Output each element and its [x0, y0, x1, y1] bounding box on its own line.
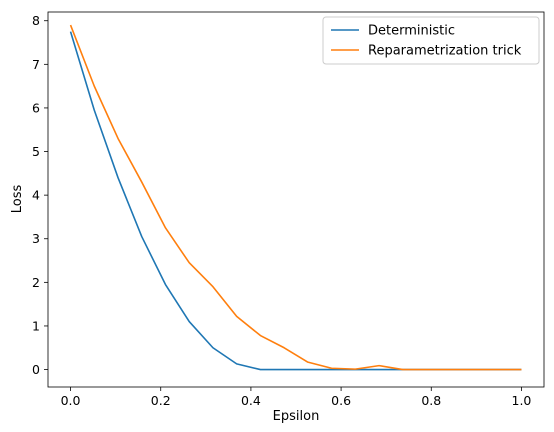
x-tick-label: 1.0	[512, 393, 532, 408]
y-tick-label: 8	[32, 13, 40, 28]
series-lines	[69, 24, 522, 371]
y-tick-label: 2	[32, 275, 40, 290]
y-tick-label: 4	[32, 188, 40, 203]
x-tick-label: 0.6	[331, 393, 351, 408]
plot-area	[47, 11, 545, 388]
legend-label-1: Reparametrization trick	[368, 44, 522, 59]
y-tick-label: 6	[32, 100, 40, 115]
legend-box	[322, 16, 540, 65]
y-tick-label: 5	[32, 144, 40, 159]
y-tick-label: 3	[32, 231, 40, 246]
x-tick-label: 0.2	[151, 393, 171, 408]
y-tick-label: 7	[32, 57, 40, 72]
x-tick-label: 0.0	[61, 393, 81, 408]
x-tick-label: 0.4	[241, 393, 261, 408]
y-tick-label: 1	[32, 318, 40, 333]
x-axis-ticks: 0.0 0.2 0.4 0.6 0.8 1.0	[61, 387, 532, 408]
y-axis-label: Loss	[10, 185, 25, 214]
y-axis-ticks: 0 1 2 3 4 5 6 7 8	[32, 13, 48, 377]
x-axis-label: Epsilon	[273, 409, 320, 424]
legend-label-0: Deterministic	[368, 24, 455, 39]
y-tick-label: 0	[32, 362, 40, 377]
series-line-1	[69, 24, 522, 371]
legend: Deterministic Reparametrization trick	[322, 16, 540, 65]
x-tick-label: 0.8	[421, 393, 441, 408]
